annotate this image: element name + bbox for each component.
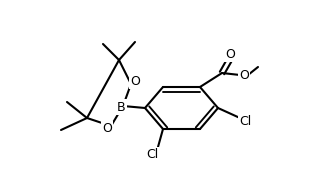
Text: B: B [117,100,125,114]
Text: Cl: Cl [146,148,158,161]
Text: O: O [239,69,249,82]
Text: O: O [130,75,140,87]
Text: Cl: Cl [239,114,251,127]
Text: O: O [225,48,235,60]
Text: O: O [102,123,112,136]
